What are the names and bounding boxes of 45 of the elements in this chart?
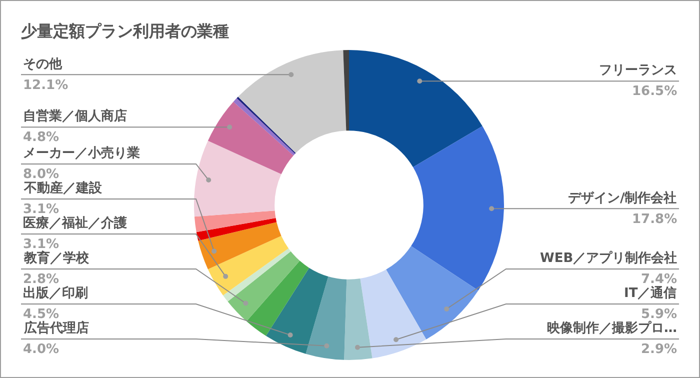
slice-label: 広告代理店 bbox=[23, 320, 89, 336]
donut-slice bbox=[194, 140, 282, 217]
donut-slice bbox=[196, 218, 277, 241]
donut-slice bbox=[238, 50, 346, 154]
donut-slice bbox=[228, 251, 300, 322]
donut-slice bbox=[411, 126, 504, 291]
data-label: 8.0% bbox=[23, 167, 60, 182]
slice-label: 自営業／個人商店 bbox=[23, 108, 127, 124]
data-label: 4.0% bbox=[23, 342, 60, 357]
slice-label: フリーランス bbox=[599, 63, 677, 78]
donut-slice bbox=[306, 276, 347, 360]
slice-label: 教育／学校 bbox=[23, 250, 90, 266]
data-label: 12.1% bbox=[23, 78, 68, 93]
data-label: 4.5% bbox=[23, 307, 60, 322]
donut-slice bbox=[266, 268, 328, 354]
slice-label: 不動産／建設 bbox=[23, 180, 103, 196]
donut-slice bbox=[223, 248, 291, 302]
slice-label: WEB／アプリ制作会社 bbox=[540, 250, 678, 266]
donut-slice bbox=[208, 102, 294, 174]
data-label: 7.4% bbox=[641, 272, 678, 287]
donut-slice bbox=[349, 50, 482, 168]
donut-slice bbox=[386, 246, 478, 340]
donut-slice bbox=[360, 270, 426, 358]
donut-slice bbox=[198, 222, 282, 270]
data-label: 17.8% bbox=[632, 212, 678, 227]
slice-label: 映像制作／撮影プロ… bbox=[547, 320, 677, 336]
data-label: 4.8% bbox=[23, 130, 60, 145]
data-label: 3.1% bbox=[23, 202, 60, 217]
data-label: 16.5% bbox=[632, 84, 678, 99]
slice-label: デザイン/制作会社 bbox=[568, 190, 677, 206]
donut-slice bbox=[344, 278, 372, 360]
donut-slice bbox=[246, 260, 310, 336]
donut-slice bbox=[343, 50, 349, 131]
data-label: 2.8% bbox=[23, 272, 60, 287]
slice-label: その他 bbox=[23, 57, 63, 72]
donut-slice bbox=[194, 210, 276, 232]
slice-label: 医療／福祉／介護 bbox=[23, 215, 127, 231]
slice-label: メーカー／小売り業 bbox=[23, 146, 140, 161]
data-label: 5.9% bbox=[641, 307, 678, 322]
chart-title: 少量定額プラン利用者の業種 bbox=[21, 22, 229, 41]
data-label: 3.1% bbox=[23, 237, 60, 252]
slice-label: 出版／印刷 bbox=[23, 285, 88, 301]
donut-slice bbox=[208, 236, 289, 296]
slice-label: IT／通信 bbox=[624, 285, 677, 301]
data-label: 2.9% bbox=[641, 342, 678, 357]
